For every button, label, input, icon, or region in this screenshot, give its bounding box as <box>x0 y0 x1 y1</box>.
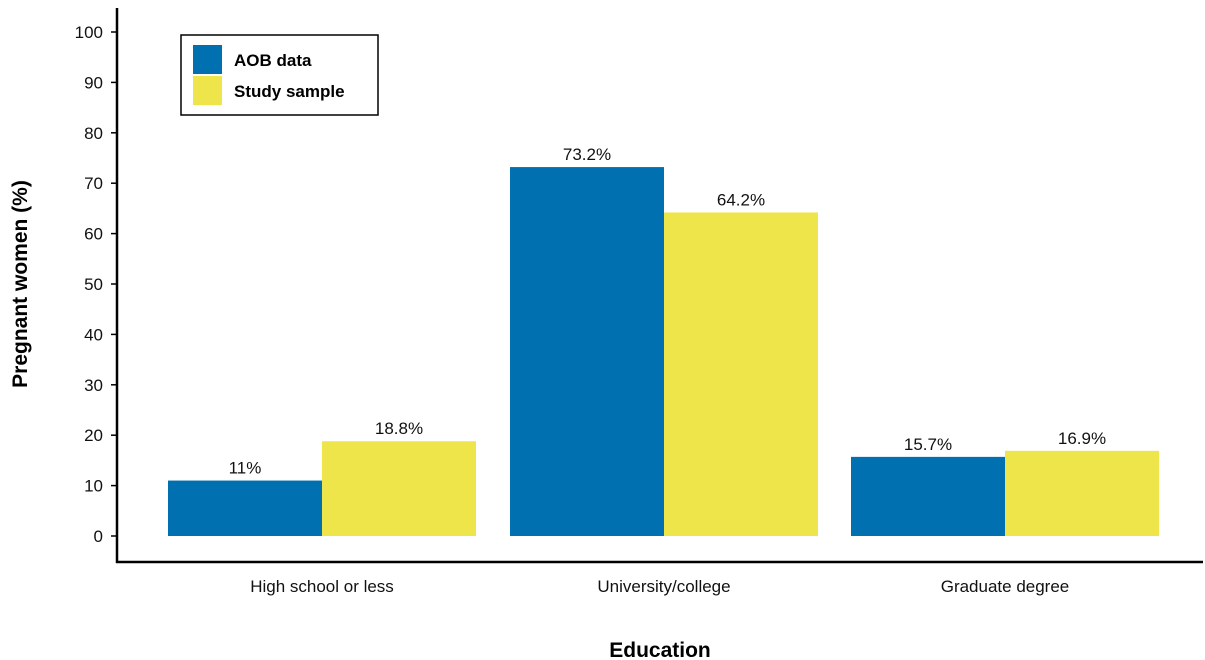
y-tick-label: 20 <box>84 426 103 445</box>
x-tick-label: High school or less <box>250 577 394 596</box>
bar-aob-1 <box>510 167 664 536</box>
legend-swatch-study <box>193 76 222 105</box>
y-tick-label: 70 <box>84 174 103 193</box>
legend: AOB data Study sample <box>180 34 379 116</box>
y-tick-label: 40 <box>84 325 103 344</box>
y-tick-label: 100 <box>75 23 103 42</box>
axes <box>115 8 1203 564</box>
y-tick-label: 80 <box>84 124 103 143</box>
x-axis-title: Education <box>609 639 711 660</box>
data-label: 73.2% <box>563 145 611 164</box>
y-tick-label: 60 <box>84 225 103 244</box>
y-tick-label: 90 <box>84 73 103 92</box>
data-label: 15.7% <box>904 435 952 454</box>
y-tick-label: 10 <box>84 477 103 496</box>
y-tick-label: 0 <box>94 527 103 546</box>
y-axis-title: Pregnant women (%) <box>9 180 32 388</box>
legend-swatch-aob <box>193 45 222 74</box>
x-tick-label: University/college <box>597 577 730 596</box>
plot-area: 11% 73.2% 15.7% 18.8% 64.2% 16.9% <box>168 145 1159 536</box>
y-tick-label: 50 <box>84 275 103 294</box>
data-label: 18.8% <box>375 419 423 438</box>
data-label: 11% <box>229 459 262 478</box>
data-label: 64.2% <box>717 190 765 209</box>
bar-aob-0 <box>168 480 322 536</box>
bar-aob-2 <box>851 456 1005 536</box>
legend-label-study: Study sample <box>234 82 345 101</box>
x-ticks: High school or less University/college Gra… <box>250 577 1069 596</box>
bar-study-0 <box>322 441 476 536</box>
bar-study-1 <box>664 212 818 536</box>
legend-label-aob: AOB data <box>234 51 312 70</box>
data-label: 16.9% <box>1058 429 1106 448</box>
x-tick-label: Graduate degree <box>941 577 1070 596</box>
bar-study-2 <box>1005 450 1159 536</box>
y-ticks: 0 10 20 30 40 50 60 70 80 90 100 <box>75 23 117 546</box>
y-tick-label: 30 <box>84 376 103 395</box>
